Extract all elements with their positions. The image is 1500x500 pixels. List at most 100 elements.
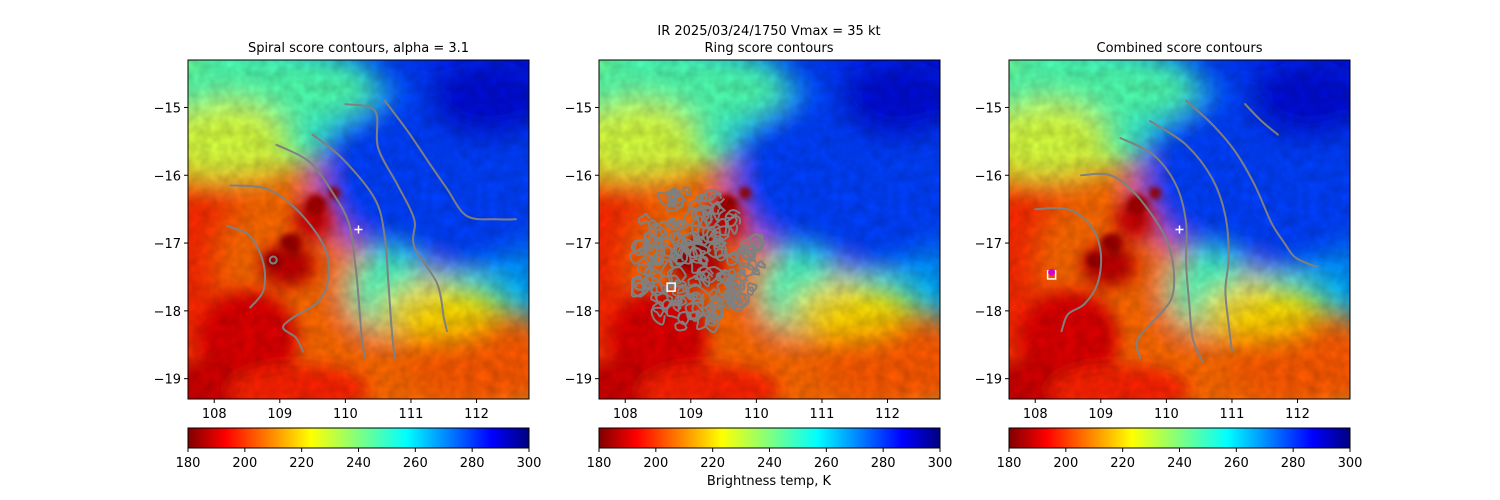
ring-contour-loop [743, 244, 756, 259]
ring-contour-loop [691, 215, 711, 239]
ring-contour-loop [631, 277, 650, 298]
spiral-ytick-label: −18 [154, 305, 181, 320]
combined-xtick-label: 110 [1154, 407, 1179, 422]
colorbar-tick-label: 280 [460, 456, 485, 471]
ring-contour-loop [746, 286, 755, 296]
panel-ring: Ring score contours 108 109 110 111 112 −15 −1… [565, 41, 953, 489]
colorbar-tick-label: 300 [1338, 456, 1363, 471]
spiral-contour-line [383, 99, 517, 221]
colorbar-tick-label: 200 [643, 456, 668, 471]
ring-contour-loop [650, 306, 669, 326]
colorbar-tick-label: 180 [587, 456, 612, 471]
combined-ytick-label: −15 [975, 101, 1002, 116]
combined-panel-title: Combined score contours [1097, 41, 1263, 56]
combined-colorbar: 180 200 220 240 260 280 300 [997, 427, 1363, 471]
ring-xtick-label: 111 [810, 407, 835, 422]
colorbar-tick-label: 220 [700, 456, 725, 471]
ring-contour-loop [702, 212, 713, 224]
ring-contour-loop [709, 294, 719, 303]
combined-contour-line [1149, 120, 1233, 353]
combined-contours [1034, 99, 1319, 363]
colorbar-tick-label: 220 [289, 456, 314, 471]
combined-contour-line [1080, 172, 1176, 360]
ring-contour-loop [722, 289, 733, 300]
ring-contour-loop [719, 268, 737, 284]
ring-contour-loop [707, 318, 716, 327]
ring-contour-loop [676, 285, 687, 295]
spiral-contour-line [229, 184, 331, 353]
ring-contour-loop [696, 265, 715, 281]
ring-contour-loop [706, 223, 722, 244]
colorbar-tick-label: 240 [1167, 456, 1192, 471]
ring-contour-loop [725, 214, 742, 235]
spiral-ytick-label: −15 [154, 101, 181, 116]
spiral-contour-line [311, 133, 396, 360]
ring-contour-loop [676, 296, 688, 307]
combined-markers [1046, 225, 1184, 280]
ring-contour-loop [688, 293, 698, 303]
ring-contour-loop [713, 240, 729, 259]
ring-contour-loop [688, 199, 705, 212]
ring-panel-title: Ring score contours [704, 41, 833, 56]
ring-contour-loop [751, 238, 766, 252]
ring-xtick-label: 112 [875, 407, 900, 422]
ring-contours [629, 186, 766, 334]
colorbar-tick-label: 260 [403, 456, 428, 471]
ring-contour-loop [710, 225, 731, 242]
colorbar-tick-label: 240 [757, 456, 782, 471]
colorbar-tick-label: 280 [1281, 456, 1306, 471]
ring-contour-loop [747, 282, 759, 293]
ring-axes-frame [598, 59, 941, 400]
spiral-xtick-label: 108 [202, 407, 227, 422]
spiral-ytick-label: −16 [154, 169, 181, 184]
ring-contour-loop [701, 266, 725, 284]
ring-ytick-label: −16 [565, 169, 592, 184]
combined-xtick-label: 112 [1285, 407, 1310, 422]
ring-contour-loop [671, 195, 688, 209]
spiral-axes-frame [187, 59, 530, 400]
ring-contour-loop [681, 238, 696, 252]
ring-contour-loop [709, 296, 723, 310]
colorbar-label: Brightness temp, K [707, 474, 832, 489]
combined-contour-line [1119, 137, 1204, 363]
ring-contour-loop [674, 320, 688, 332]
combined-xtick-label: 111 [1220, 407, 1245, 422]
combined-center-plus-marker [1175, 225, 1184, 234]
ring-contour-loop [738, 262, 759, 277]
ring-contour-loop [704, 313, 721, 334]
panel-spiral: Spiral score contours, alpha = 3.1 108 10… [154, 41, 542, 471]
ring-contour-loop [700, 188, 723, 203]
ring-contour-loop [729, 253, 739, 261]
colorbar-tick-label: 180 [176, 456, 201, 471]
panel-combined: Combined score contours 108 109 110 111 112 −… [975, 41, 1363, 471]
ring-contour-loop [669, 231, 681, 243]
ring-contour-loop [671, 231, 685, 247]
ring-ytick-label: −19 [565, 373, 592, 388]
ring-contour-loop [694, 193, 704, 202]
ring-contour-loop [699, 270, 714, 288]
combined-contour-line [1185, 99, 1319, 268]
ring-contour-loop [648, 223, 663, 240]
ring-ytick-label: −17 [565, 237, 592, 252]
combined-contour-line [1244, 103, 1279, 136]
ring-contour-loop [682, 186, 692, 196]
spiral-circle-marker [268, 255, 278, 265]
colorbar-tick-label: 200 [1053, 456, 1078, 471]
ring-contour-loop [679, 230, 704, 245]
ring-contour-loop [722, 294, 741, 309]
ring-contour-loop [731, 277, 743, 288]
ring-contour-loop [666, 266, 688, 285]
spiral-contours [226, 99, 517, 360]
ring-contour-loop [751, 267, 761, 276]
ring-contour-loop [697, 254, 709, 267]
ring-contour-loop [726, 251, 740, 267]
colorbar-tick-label: 260 [1224, 456, 1249, 471]
ring-contour-loop [637, 212, 654, 225]
spiral-panel-title: Spiral score contours, alpha = 3.1 [248, 41, 469, 56]
spiral-contour-line [226, 225, 267, 309]
ring-contour-loop [644, 267, 664, 284]
combined-axis-ticks: 108 109 110 111 112 −15 −16 −17 −18 −19 [975, 101, 1310, 422]
ring-ytick-label: −18 [565, 305, 592, 320]
colorbar-tick-label: 300 [517, 456, 542, 471]
